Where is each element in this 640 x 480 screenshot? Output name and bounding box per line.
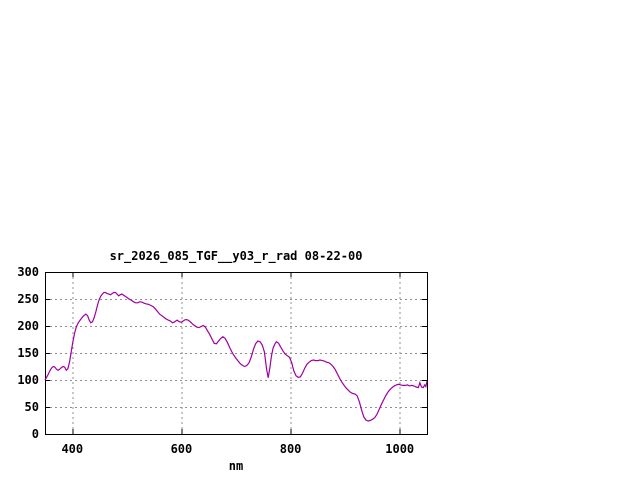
- x-tick-label: 1000: [385, 442, 415, 456]
- y-tick-label: 300: [17, 265, 39, 279]
- chart-title: sr_2026_085_TGF__y03_r_rad 08-22-00: [109, 249, 363, 263]
- x-axis-label: nm: [228, 459, 244, 473]
- data-line: [44, 291, 428, 422]
- y-tick-label: 50: [24, 400, 39, 414]
- x-tick-label: 400: [61, 442, 84, 456]
- y-tick-label: 250: [17, 292, 39, 306]
- y-tick-label: 100: [17, 373, 39, 387]
- x-tick-label: 600: [170, 442, 193, 456]
- y-tick-label: 150: [17, 346, 39, 360]
- y-tick-label: 200: [17, 319, 39, 333]
- x-tick-label: 800: [279, 442, 302, 456]
- y-tick-label: 0: [31, 427, 39, 441]
